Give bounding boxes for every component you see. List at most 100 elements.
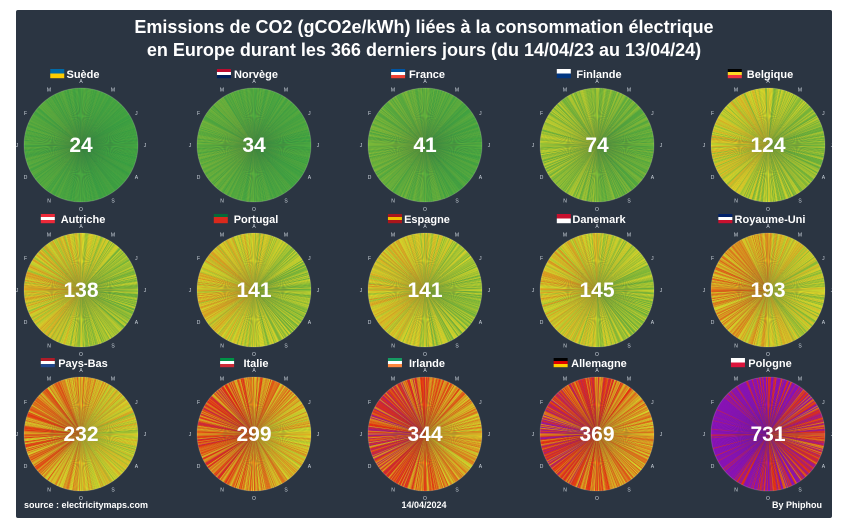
- day-wedge: [425, 110, 471, 145]
- month-tick: J: [135, 111, 138, 117]
- day-wedge: [574, 92, 597, 145]
- day-wedge: [756, 88, 768, 145]
- day-wedge: [729, 102, 768, 145]
- day-wedge: [45, 99, 81, 145]
- day-wedge: [254, 113, 302, 145]
- day-wedge: [81, 290, 111, 340]
- day-wedge: [597, 97, 630, 145]
- day-wedge: [81, 244, 116, 290]
- day-wedge: [81, 120, 134, 145]
- month-tick: O: [252, 207, 256, 213]
- day-wedge: [566, 145, 597, 194]
- day-wedge: [254, 145, 303, 176]
- day-wedge: [711, 145, 768, 153]
- day-wedge: [425, 145, 471, 181]
- month-tick: A: [252, 79, 256, 85]
- day-wedge: [62, 90, 81, 145]
- day-wedge: [768, 145, 818, 175]
- average-value: 34: [242, 134, 266, 157]
- average-value: 232: [63, 423, 98, 446]
- day-wedge: [253, 88, 255, 145]
- day-wedge: [597, 130, 653, 145]
- month-tick: J: [144, 288, 147, 294]
- day-wedge: [597, 145, 602, 202]
- day-wedge: [210, 107, 254, 145]
- day-wedge: [217, 100, 254, 145]
- day-wedge: [425, 116, 475, 145]
- day-wedge: [425, 118, 476, 145]
- day-wedge: [67, 89, 81, 145]
- day-wedge: [254, 145, 266, 202]
- month-tick: D: [197, 464, 201, 470]
- day-wedge: [768, 145, 816, 178]
- month-tick: M: [111, 88, 115, 94]
- day-wedge: [768, 145, 817, 176]
- day-wedge: [425, 130, 481, 145]
- day-wedge: [41, 145, 81, 188]
- day-wedge: [81, 145, 90, 202]
- day-wedge: [232, 91, 254, 145]
- day-wedge: [425, 119, 477, 145]
- day-wedge: [544, 120, 597, 145]
- day-wedge: [587, 88, 597, 145]
- day-wedge: [597, 102, 636, 145]
- country-label: Autriche: [61, 214, 106, 226]
- day-wedge: [768, 94, 795, 145]
- day-wedge: [567, 145, 597, 195]
- day-wedge: [81, 269, 135, 290]
- day-wedge: [254, 112, 302, 145]
- day-wedge: [597, 144, 655, 146]
- day-wedge: [81, 257, 129, 290]
- day-wedge: [544, 145, 597, 170]
- average-value: 24: [69, 134, 93, 157]
- day-wedge: [81, 290, 123, 331]
- day-wedge: [81, 290, 128, 325]
- day-wedge: [597, 140, 654, 145]
- day-wedge: [81, 290, 115, 337]
- day-wedge: [548, 114, 597, 145]
- day-wedge: [597, 145, 621, 198]
- month-tick: J: [189, 288, 192, 294]
- month-tick: J: [144, 143, 147, 149]
- day-wedge: [197, 145, 254, 149]
- day-wedge: [219, 145, 254, 191]
- day-wedge: [597, 97, 631, 145]
- day-wedge: [398, 93, 425, 145]
- day-wedge: [222, 96, 254, 145]
- day-wedge: [254, 145, 291, 190]
- day-wedge: [81, 290, 110, 340]
- day-wedge: [47, 97, 81, 145]
- infographic-canvas: Emissions de CO2 (gCO2e/kWh) liées à la …: [16, 10, 832, 518]
- day-wedge: [543, 145, 597, 167]
- day-wedge: [380, 109, 425, 145]
- day-wedge: [767, 145, 769, 202]
- month-tick: F: [24, 256, 27, 262]
- day-wedge: [768, 145, 785, 200]
- day-wedge: [728, 102, 768, 145]
- day-wedge: [425, 145, 447, 199]
- day-wedge: [768, 145, 777, 202]
- day-wedge: [81, 245, 118, 290]
- day-wedge: [393, 145, 425, 194]
- day-wedge: [209, 145, 254, 182]
- day-wedge: [425, 145, 476, 172]
- day-wedge: [81, 290, 109, 341]
- day-wedge: [254, 94, 282, 145]
- day-wedge: [425, 125, 479, 145]
- day-wedge: [597, 102, 637, 145]
- day-wedge: [425, 145, 470, 181]
- day-wedge: [81, 290, 118, 335]
- day-wedge: [254, 99, 290, 145]
- day-wedge: [555, 145, 597, 186]
- day-wedge: [597, 145, 599, 202]
- day-wedge: [768, 145, 779, 202]
- day-wedge: [395, 95, 425, 145]
- flag-stripe: [727, 69, 742, 73]
- chart-rim: [710, 87, 826, 203]
- day-wedge: [425, 121, 478, 145]
- month-tick: M: [284, 233, 288, 239]
- day-wedge: [425, 137, 482, 145]
- day-wedge: [254, 105, 296, 145]
- flag-stripe: [40, 214, 55, 218]
